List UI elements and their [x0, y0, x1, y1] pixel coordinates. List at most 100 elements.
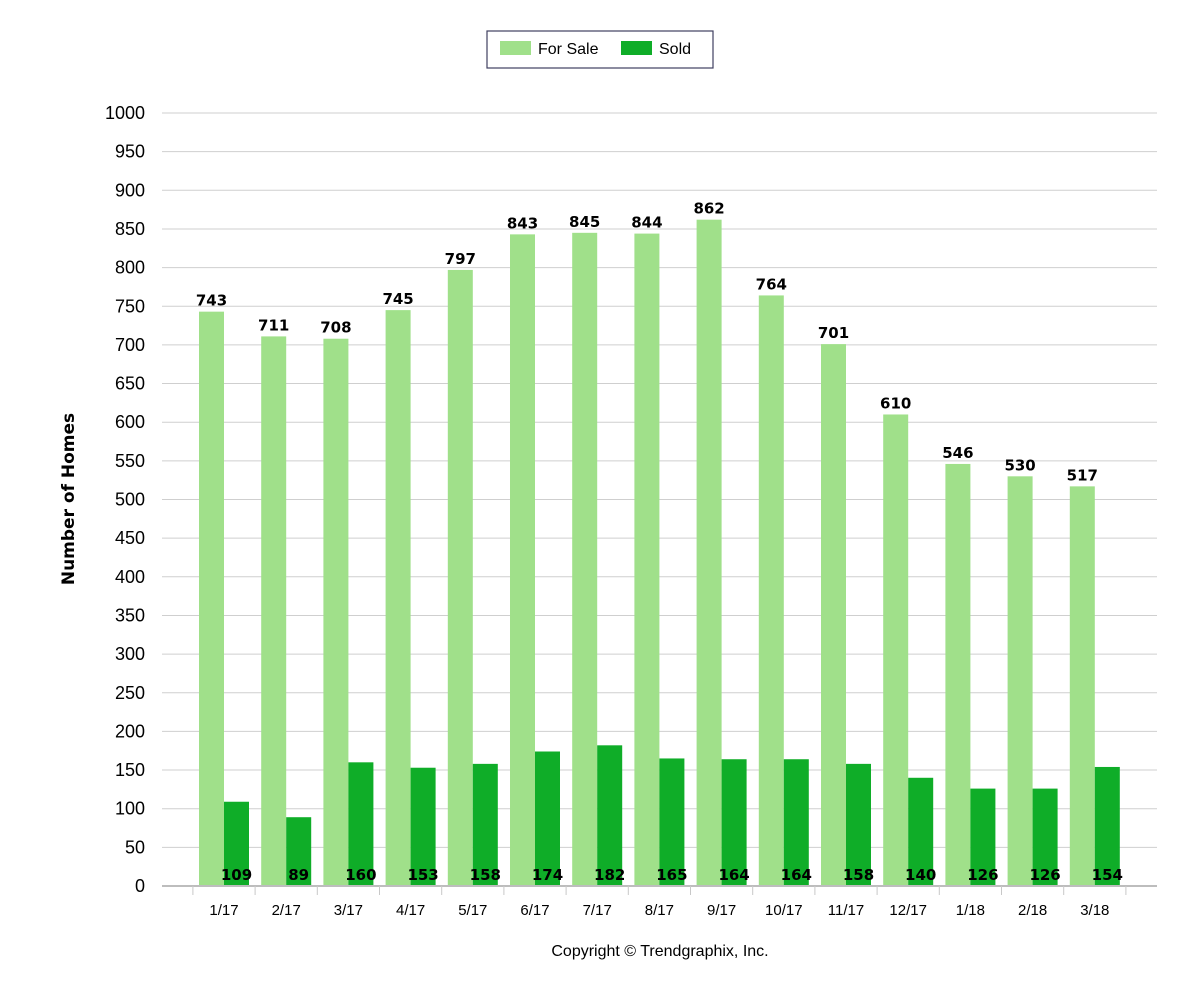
- data-labels: 743 109 711 89 708 160 745 153 797 158 843 174 845 18…: [196, 200, 1123, 884]
- x-tick-label: 3/18: [1080, 902, 1109, 919]
- data-label-for-sale: 862: [693, 200, 724, 218]
- data-label-for-sale: 708: [320, 319, 351, 337]
- x-tick-label: 1/17: [209, 902, 238, 919]
- data-label-for-sale: 797: [445, 250, 476, 268]
- data-label-sold: 140: [905, 866, 936, 884]
- data-label-sold: 153: [407, 866, 438, 884]
- data-label-for-sale: 517: [1067, 466, 1098, 484]
- y-tick-label: 700: [115, 335, 145, 355]
- data-label-for-sale: 546: [942, 444, 973, 462]
- legend[interactable]: For Sale Sold: [486, 30, 714, 69]
- bar-sold[interactable]: [908, 777, 934, 886]
- bar-sold[interactable]: [783, 759, 809, 886]
- bar-sold[interactable]: [597, 745, 623, 886]
- y-tick-label: 350: [115, 605, 145, 625]
- bar-for-sale[interactable]: [199, 311, 224, 886]
- bar-for-sale[interactable]: [323, 338, 349, 886]
- y-tick-label: 400: [115, 567, 145, 587]
- legend-swatch-sold: [621, 41, 652, 55]
- y-tick-label: 0: [135, 876, 145, 896]
- bar-sold[interactable]: [721, 759, 747, 886]
- y-tick-label: 100: [115, 799, 145, 819]
- data-label-sold: 174: [532, 866, 563, 884]
- y-tick-label: 900: [115, 180, 145, 200]
- x-tick-label: 6/17: [520, 902, 549, 919]
- data-label-sold: 126: [1029, 866, 1060, 884]
- bar-for-sale[interactable]: [572, 232, 598, 886]
- bar-for-sale[interactable]: [634, 233, 660, 886]
- bar-sold[interactable]: [970, 788, 996, 886]
- y-tick-label: 750: [115, 296, 145, 316]
- y-tick-label: 450: [115, 528, 145, 548]
- axes: 0 50 100 150 200 250 300 350 400 450 500 550 600 650 7…: [105, 103, 1157, 919]
- legend-label-sold: Sold: [659, 41, 691, 58]
- bar-for-sale[interactable]: [696, 219, 722, 886]
- data-label-for-sale: 745: [382, 290, 413, 308]
- data-label-sold: 126: [967, 866, 998, 884]
- bar-sold[interactable]: [410, 767, 436, 886]
- y-tick-label: 650: [115, 374, 145, 394]
- bar-sold[interactable]: [1094, 766, 1120, 886]
- legend-label-for-sale: For Sale: [538, 41, 599, 58]
- y-tick-label: 500: [115, 490, 145, 510]
- y-tick-label: 800: [115, 258, 145, 278]
- x-tick-label: 7/17: [583, 902, 612, 919]
- bar-for-sale[interactable]: [510, 234, 535, 887]
- data-label-for-sale: 843: [507, 214, 538, 232]
- bar-for-sale[interactable]: [945, 463, 971, 886]
- data-label-sold: 158: [470, 866, 501, 884]
- bar-for-sale[interactable]: [758, 295, 784, 887]
- x-tick-label: 2/18: [1018, 902, 1047, 919]
- y-tick-label: 550: [115, 451, 145, 471]
- x-tick-label: 3/17: [334, 902, 363, 919]
- bar-sold[interactable]: [846, 763, 871, 886]
- y-tick-label: 200: [115, 721, 145, 741]
- x-tick-label: 4/17: [396, 902, 425, 919]
- bar-for-sale[interactable]: [821, 344, 846, 886]
- bar-sold[interactable]: [224, 801, 249, 886]
- bar-for-sale[interactable]: [447, 269, 473, 886]
- y-tick-label: 50: [125, 837, 145, 857]
- data-label-sold: 160: [345, 866, 376, 884]
- y-tick-label: 950: [115, 142, 145, 162]
- data-label-for-sale: 844: [631, 214, 662, 232]
- data-label-sold: 158: [843, 866, 874, 884]
- data-label-for-sale: 530: [1004, 456, 1035, 474]
- x-tick-label: 2/17: [272, 902, 301, 919]
- x-tick-label: 9/17: [707, 902, 736, 919]
- y-tick-label: 600: [115, 412, 145, 432]
- data-label-for-sale: 845: [569, 213, 600, 231]
- x-tick-label: 8/17: [645, 902, 674, 919]
- data-label-for-sale: 701: [818, 324, 849, 342]
- data-label-for-sale: 711: [258, 316, 289, 334]
- bars: [199, 219, 1120, 887]
- legend-swatch-for-sale: [500, 41, 531, 55]
- bar-for-sale[interactable]: [1069, 486, 1095, 886]
- data-label-sold: 89: [288, 866, 309, 884]
- bar-sold[interactable]: [1032, 788, 1058, 886]
- bar-sold[interactable]: [535, 751, 560, 886]
- data-label-for-sale: 764: [756, 275, 787, 293]
- bar-sold[interactable]: [348, 762, 374, 886]
- bar-for-sale[interactable]: [385, 310, 411, 886]
- data-label-sold: 164: [718, 866, 749, 884]
- x-tick-label: 11/17: [828, 902, 864, 919]
- x-tick-label: 5/17: [458, 902, 487, 919]
- data-label-sold: 165: [656, 866, 687, 884]
- bar-sold[interactable]: [472, 763, 498, 886]
- x-tick-label: 10/17: [765, 902, 803, 919]
- data-label-for-sale: 610: [880, 394, 911, 412]
- y-tick-label: 850: [115, 219, 145, 239]
- bar-for-sale[interactable]: [1007, 476, 1033, 886]
- copyright: Copyright © Trendgraphix, Inc.: [551, 943, 768, 960]
- bar-for-sale[interactable]: [883, 414, 909, 886]
- bar-for-sale[interactable]: [261, 336, 287, 887]
- x-tick-label: 12/17: [889, 902, 927, 919]
- y-tick-label: 1000: [105, 103, 145, 123]
- bar-sold[interactable]: [286, 817, 312, 886]
- y-tick-label: 150: [115, 760, 145, 780]
- data-label-sold: 154: [1092, 866, 1123, 884]
- y-tick-label: 250: [115, 683, 145, 703]
- bar-sold[interactable]: [659, 758, 685, 886]
